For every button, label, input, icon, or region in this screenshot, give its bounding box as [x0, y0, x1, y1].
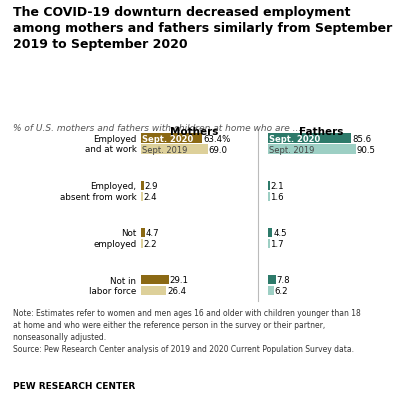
Bar — [268, 145, 356, 154]
Text: 63.4%: 63.4% — [203, 134, 231, 143]
Text: 4.7: 4.7 — [146, 228, 160, 237]
Bar — [141, 134, 202, 143]
Text: 1.6: 1.6 — [270, 192, 284, 201]
Bar — [141, 228, 145, 238]
Text: Sept. 2019: Sept. 2019 — [269, 145, 315, 154]
Text: Employed,
absent from work: Employed, absent from work — [60, 182, 136, 201]
Bar — [141, 192, 143, 201]
Text: 69.0: 69.0 — [209, 145, 228, 154]
Text: Sept. 2020: Sept. 2020 — [269, 134, 321, 143]
Bar — [141, 275, 169, 285]
Bar — [268, 134, 351, 143]
Bar — [141, 286, 166, 296]
Text: % of U.S. mothers and fathers with children at home who are ...: % of U.S. mothers and fathers with child… — [13, 124, 301, 132]
Text: 7.8: 7.8 — [276, 276, 290, 285]
Text: 1.7: 1.7 — [270, 239, 284, 248]
Bar — [268, 239, 270, 249]
Text: 85.6: 85.6 — [352, 134, 371, 143]
Bar — [268, 286, 274, 296]
Text: Not
employed: Not employed — [93, 229, 136, 248]
Bar — [268, 181, 270, 190]
Text: The COVID-19 downturn decreased employment
among mothers and fathers similarly f: The COVID-19 downturn decreased employme… — [13, 6, 392, 51]
Bar — [268, 228, 272, 238]
Text: Sept. 2020: Sept. 2020 — [142, 134, 194, 143]
Text: Fathers: Fathers — [299, 126, 344, 136]
Text: 2.4: 2.4 — [144, 192, 158, 201]
Text: 6.2: 6.2 — [275, 287, 289, 296]
Text: 29.1: 29.1 — [170, 276, 189, 285]
Text: 4.5: 4.5 — [273, 228, 287, 237]
Bar — [141, 181, 144, 190]
Text: 26.4: 26.4 — [167, 287, 186, 296]
Bar — [268, 192, 270, 201]
Bar — [141, 239, 143, 249]
Text: 90.5: 90.5 — [357, 145, 376, 154]
Text: Sept. 2019: Sept. 2019 — [142, 145, 188, 154]
Text: Mothers: Mothers — [170, 126, 219, 136]
Text: PEW RESEARCH CENTER: PEW RESEARCH CENTER — [13, 381, 135, 390]
Text: Not in
labor force: Not in labor force — [89, 276, 136, 295]
Bar — [141, 145, 208, 154]
Text: 2.9: 2.9 — [144, 181, 158, 190]
Bar — [268, 275, 276, 285]
Text: Employed
and at work: Employed and at work — [84, 134, 136, 154]
Text: 2.2: 2.2 — [144, 239, 157, 248]
Text: 2.1: 2.1 — [271, 181, 284, 190]
Text: Note: Estimates refer to women and men ages 16 and older with children younger t: Note: Estimates refer to women and men a… — [13, 309, 360, 353]
